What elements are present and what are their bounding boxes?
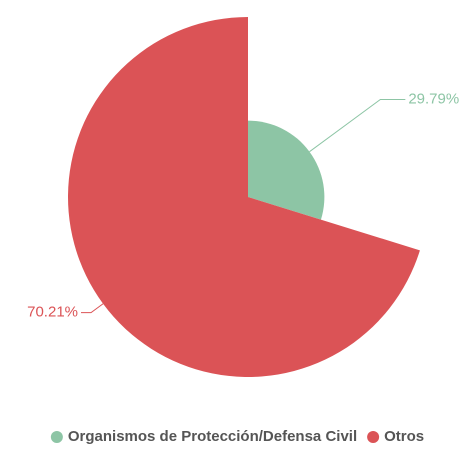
leader-line	[81, 303, 104, 314]
value-label: 70.21%	[27, 304, 78, 321]
pie-slice	[248, 120, 325, 220]
legend-label: Organismos de Protección/Defensa Civil	[68, 428, 357, 445]
pie-slice	[67, 17, 420, 378]
legend-label: Otros	[384, 428, 424, 445]
value-label: 29.79%	[408, 90, 459, 107]
legend-marker	[367, 431, 380, 443]
legend-marker	[50, 431, 63, 443]
leader-line	[309, 99, 406, 153]
